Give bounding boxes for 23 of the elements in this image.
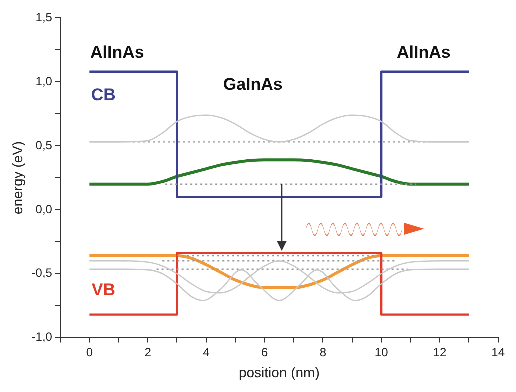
x-axis-title: position (nm) bbox=[238, 364, 320, 380]
y-tick-label: -1,0 bbox=[32, 330, 53, 344]
x-tick-label: 2 bbox=[144, 345, 152, 360]
x-tick-label: 12 bbox=[433, 345, 447, 360]
y-tick-label: 1,0 bbox=[36, 74, 53, 88]
x-tick-label: 4 bbox=[203, 345, 210, 360]
y-tick-label: 1,5 bbox=[36, 10, 53, 25]
y-axis-title: energy (eV) bbox=[9, 141, 26, 215]
y-tick-label: 0,5 bbox=[36, 138, 53, 152]
annotation: AlInAs bbox=[396, 43, 451, 62]
x-tick-label: 10 bbox=[374, 345, 389, 360]
annotation: AlInAs bbox=[90, 43, 144, 62]
x-tick-label: 14 bbox=[492, 345, 506, 360]
annotation: GaInAs bbox=[223, 75, 283, 94]
series-label: CB bbox=[91, 86, 116, 105]
x-tick-label: 0 bbox=[86, 345, 94, 360]
x-tick-label: 6 bbox=[261, 345, 268, 360]
x-tick-label: 8 bbox=[320, 345, 327, 360]
line-series bbox=[89, 114, 470, 143]
line-series bbox=[88, 158, 471, 186]
y-tick-label: 0,0 bbox=[36, 202, 53, 216]
series-label: VB bbox=[92, 280, 116, 300]
y-tick-label: -0,5 bbox=[32, 266, 53, 280]
